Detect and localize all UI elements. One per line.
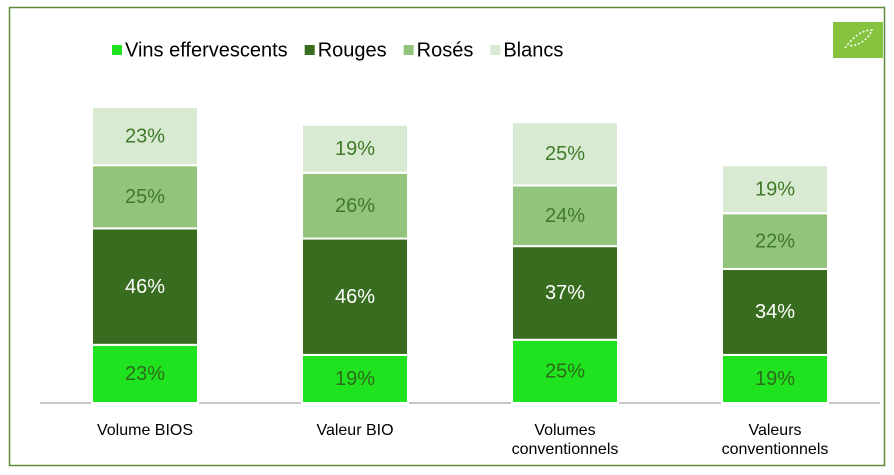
bar-segment xyxy=(511,338,619,404)
data-label: 19% xyxy=(755,178,795,200)
bar-segment xyxy=(721,212,829,270)
bar-segment xyxy=(721,164,829,215)
bar-segment xyxy=(511,245,619,341)
bar-segment xyxy=(91,105,199,167)
legend-swatch xyxy=(112,45,122,55)
legend-label: Rosés xyxy=(417,39,474,61)
bar-segment xyxy=(301,171,409,240)
legend-label: Blancs xyxy=(503,39,563,61)
organic-logo xyxy=(833,22,883,58)
data-label: 37% xyxy=(545,282,585,304)
x-tick-label: Volume BIOS xyxy=(96,422,194,439)
data-label: 46% xyxy=(125,276,165,298)
data-label: 22% xyxy=(755,230,795,252)
bar-segment xyxy=(301,123,409,174)
bar-segment xyxy=(511,184,619,248)
bar-segment xyxy=(721,267,829,356)
data-label: 19% xyxy=(335,368,375,390)
legend-swatch xyxy=(490,45,501,55)
bar-segment xyxy=(91,164,199,230)
x-tick-label: Volumes conventionnels xyxy=(511,422,619,458)
data-label: 46% xyxy=(335,286,375,308)
bar-segment xyxy=(301,237,409,356)
bar-segment xyxy=(511,121,619,187)
x-tick-label: Valeurs conventionnels xyxy=(721,422,829,458)
data-label: 25% xyxy=(125,186,165,208)
data-label: 26% xyxy=(335,195,375,217)
bar-segment xyxy=(91,343,199,404)
data-label: 19% xyxy=(755,368,795,390)
data-label: 25% xyxy=(545,143,585,165)
data-label: 23% xyxy=(125,125,165,147)
data-label: 24% xyxy=(545,205,585,227)
legend-swatch xyxy=(304,45,315,55)
legend-label: Vins effervescents xyxy=(125,39,288,61)
x-tick-label: Valeur BIO xyxy=(316,422,394,439)
data-label: 23% xyxy=(125,363,165,385)
legend-label: Rouges xyxy=(318,39,387,61)
legend-swatch xyxy=(403,45,414,55)
data-label: 34% xyxy=(755,301,795,323)
bar-segment xyxy=(301,353,409,404)
data-label: 25% xyxy=(545,361,585,383)
data-label: 19% xyxy=(335,138,375,160)
